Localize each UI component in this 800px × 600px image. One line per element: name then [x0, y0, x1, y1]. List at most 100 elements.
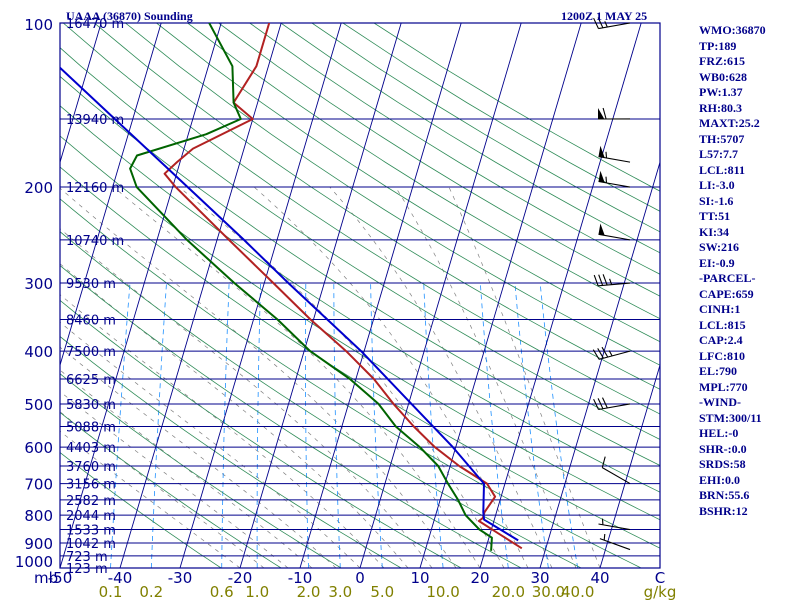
- height-label: 1042 m: [66, 537, 116, 552]
- index-item: LI:-3.0: [699, 178, 735, 192]
- mixing-ratio-label: 3.0: [328, 583, 352, 600]
- wind-half-feather: [605, 151, 608, 159]
- index-item: PW:1.37: [699, 85, 743, 99]
- wind-barb: [593, 397, 631, 411]
- temperature-tick-label: 40: [590, 569, 609, 587]
- pressure-tick-label: 1000: [15, 553, 53, 571]
- index-item: BSHR:12: [699, 503, 748, 518]
- wind-half-feather: [609, 278, 613, 285]
- index-item: LCL:811: [699, 162, 746, 177]
- pressure-tick-label: 600: [24, 439, 53, 457]
- index-item: RH:80.3: [699, 100, 742, 115]
- sounding-traces: [60, 23, 523, 551]
- pressure-tick-label: 800: [24, 507, 53, 525]
- wind-barb-staff: [598, 350, 631, 360]
- height-label: 5088 m: [66, 420, 116, 435]
- mixing-ratio-label: 10.0: [426, 583, 459, 600]
- wind-half-feather: [608, 350, 613, 357]
- wind-feather: [597, 348, 604, 359]
- temperature-tick-label: 0: [355, 569, 365, 587]
- height-label: 10740 m: [66, 234, 124, 249]
- height-label: 13940 m: [66, 113, 124, 128]
- wind-barb-staff: [598, 523, 631, 531]
- height-label: 123 m: [66, 562, 108, 577]
- isotherm-line: [599, 363, 660, 568]
- height-label: 6625 m: [66, 373, 116, 388]
- isotherm-line: [60, 23, 222, 568]
- index-item: CAPE:659: [699, 286, 754, 301]
- index-item: CAP:2.4: [699, 333, 743, 347]
- temperature-tick-label: -30: [168, 569, 193, 587]
- wind-barb: [593, 274, 631, 287]
- index-item: SHR-:0.0: [699, 441, 747, 456]
- index-item: LFC:810: [699, 348, 745, 363]
- pressure-tick-label: 100: [24, 16, 53, 34]
- height-label: 4403 m: [66, 441, 116, 456]
- wind-feather: [593, 398, 599, 410]
- height-label: 723 m: [66, 550, 108, 565]
- isotherm-line: [419, 23, 582, 568]
- wind-barb: [592, 346, 631, 360]
- index-item: -WIND-: [699, 395, 741, 409]
- wind-feather: [597, 17, 604, 29]
- isotherm-line: [179, 23, 342, 568]
- height-label: 8460 m: [66, 314, 116, 329]
- mixing-ratio-label: 40.0: [561, 583, 594, 600]
- isotherms: [60, 23, 660, 568]
- isobars: [60, 22, 660, 569]
- temperature-tick-label: C: [655, 569, 665, 587]
- wind-barb: [599, 533, 631, 551]
- chart-title: UAAA (36870) Sounding: [66, 9, 193, 23]
- pressure-tick-label: 500: [24, 396, 53, 414]
- mixing-ratio-label: 1.0: [245, 583, 269, 600]
- height-label: 9530 m: [66, 277, 116, 292]
- stability-indices-panel: WMO:36870 TP:189 FRZ:615 WB0:628 PW:1.37 RH:8…: [699, 23, 766, 519]
- index-item: STM:300/11: [699, 410, 762, 425]
- index-item: SRDS:58: [699, 457, 746, 471]
- mixing-ratio-label: 20.0: [492, 583, 525, 600]
- height-label: 1533 m: [66, 524, 116, 539]
- temperature-tick-label: -50: [48, 569, 73, 587]
- wind-barb: [597, 107, 631, 120]
- moist-adiabat-line: [60, 263, 409, 568]
- height-label: 5830 m: [66, 398, 116, 413]
- index-item: TP:189: [699, 38, 737, 53]
- height-label: 12160 m: [66, 181, 124, 196]
- wind-feather: [592, 349, 600, 360]
- height-label: 16470 m: [66, 17, 124, 32]
- wind-pennant: [598, 108, 605, 119]
- pressure-tick-label: 700: [24, 476, 53, 494]
- index-item: BRN:55.6: [699, 488, 750, 502]
- mixing-ratio-label: 30.0: [532, 583, 565, 600]
- wind-pennant: [598, 223, 605, 236]
- temperature-tick-label: 20: [470, 569, 489, 587]
- index-item: L57:7.7: [699, 147, 738, 161]
- index-item: MPL:770: [699, 379, 748, 394]
- index-item: WB0:628: [699, 69, 747, 84]
- mixing-ratio-label: 0.1: [99, 583, 123, 600]
- index-item: WMO:36870: [699, 23, 766, 37]
- wind-feather: [601, 456, 606, 468]
- temperature-tick-label: -10: [288, 569, 313, 587]
- isotherm-line: [479, 23, 642, 568]
- wind-barb: [598, 518, 631, 531]
- plot-area: [60, 23, 660, 568]
- wind-pennant: [598, 170, 605, 183]
- wind-barb-staff: [598, 403, 631, 411]
- height-label: 2582 m: [66, 494, 116, 509]
- index-item: MAXT:25.2: [699, 116, 760, 130]
- isotherm-line: [60, 23, 102, 164]
- mixing-ratio-label: 2.0: [297, 583, 321, 600]
- height-label: 3156 m: [66, 478, 116, 493]
- isotherm-line: [359, 23, 522, 568]
- wind-half-feather: [604, 21, 608, 28]
- isotherm-line: [239, 23, 402, 568]
- height-label: 3760 m: [66, 460, 116, 475]
- temperature-tick-label: -40: [108, 569, 133, 587]
- mixing-ratio-label: 0.6: [210, 583, 234, 600]
- dewpoint-trace: [129, 23, 493, 551]
- moist-adiabat-line: [395, 186, 577, 568]
- moist-adiabat-line: [329, 186, 553, 568]
